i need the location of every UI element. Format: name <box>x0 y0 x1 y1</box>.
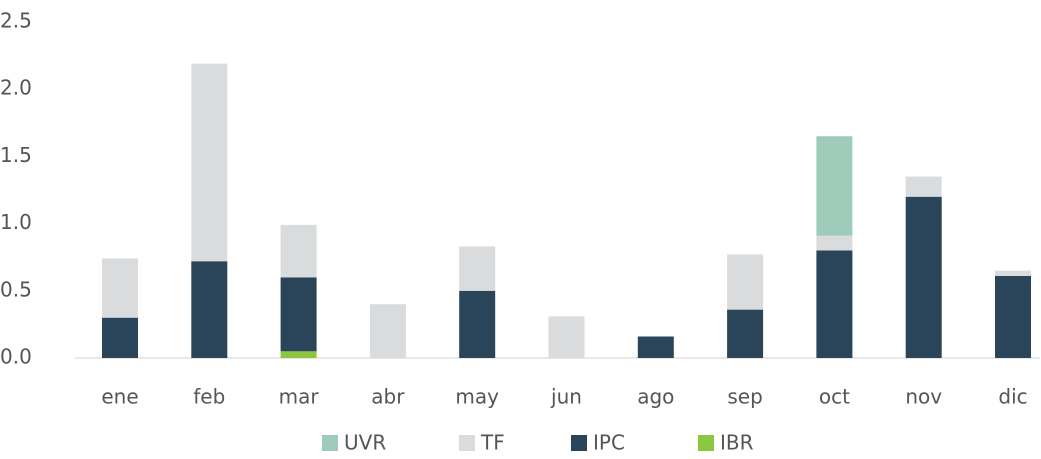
x-tick-label: nov <box>905 385 942 409</box>
bar-segment <box>816 136 853 236</box>
y-tick-label: 0.0 <box>0 345 32 369</box>
bar-segment <box>995 270 1031 277</box>
bar-segment <box>102 317 138 358</box>
x-tick-label: sep <box>727 385 762 409</box>
legend-label: IBR <box>720 431 754 455</box>
legend-swatch <box>322 435 338 451</box>
bar-segment <box>280 277 317 352</box>
bar-segment <box>905 176 942 197</box>
bar-segment <box>280 224 317 278</box>
bar-segment <box>816 250 853 358</box>
y-tick-label: 1.5 <box>0 143 32 167</box>
x-tick-label: mar <box>279 385 320 409</box>
bar-segment <box>637 336 674 358</box>
x-tick-label: oct <box>819 385 850 409</box>
x-tick-label: may <box>455 385 499 409</box>
x-tick-label: jun <box>550 385 582 409</box>
bar-segment <box>727 254 764 310</box>
bar-segment <box>727 309 764 358</box>
bar-segment <box>548 316 585 358</box>
y-tick-label: 0.5 <box>0 277 32 301</box>
bar-segment <box>905 196 942 358</box>
legend-label: TF <box>480 431 505 455</box>
x-tick-label: dic <box>998 385 1027 409</box>
bar-segment <box>280 351 317 358</box>
legend-label: UVR <box>344 431 386 455</box>
bar-segment <box>995 276 1031 358</box>
legend-swatch <box>698 435 714 451</box>
bar-segment <box>191 261 228 358</box>
legend-label: IPC <box>593 431 625 455</box>
bar-segment <box>459 246 496 291</box>
bar-segment <box>459 290 496 358</box>
y-tick-label: 2.5 <box>0 9 32 33</box>
legend-swatch <box>571 435 587 451</box>
legend-swatch <box>459 435 475 451</box>
x-tick-label: abr <box>371 385 405 409</box>
x-tick-label: feb <box>193 385 225 409</box>
bar-segment <box>191 63 228 262</box>
x-tick-label: ene <box>101 385 138 409</box>
bar-segment <box>102 258 138 318</box>
y-tick-label: 1.0 <box>0 210 32 234</box>
bar-segment <box>369 304 406 358</box>
y-tick-label: 2.0 <box>0 76 32 100</box>
bar-segment <box>816 235 853 251</box>
x-tick-label: ago <box>637 385 674 409</box>
